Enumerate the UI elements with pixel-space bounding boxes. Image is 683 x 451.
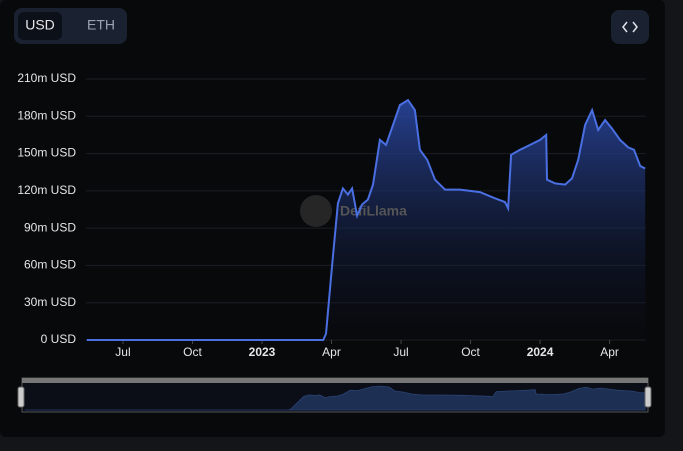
x-tick-label: 2024	[527, 345, 554, 359]
area-fill	[86, 100, 646, 340]
navigator-handle-bar[interactable]	[22, 378, 648, 383]
toggle-usd[interactable]: USD	[25, 17, 55, 33]
y-tick-label: 120m USD	[17, 183, 76, 197]
x-tick-label: Oct	[461, 345, 480, 359]
line	[86, 98, 646, 341]
watermark: DefiLlama	[340, 203, 407, 219]
y-tick-label: 60m USD	[24, 258, 76, 272]
toggle-eth[interactable]: ETH	[87, 17, 115, 33]
x-tick-label: Jul	[393, 345, 408, 359]
y-tick-label: 0 USD	[41, 332, 77, 346]
x-tick-label: Oct	[183, 345, 202, 359]
navigator-area	[24, 385, 646, 411]
x-tick-label: Apr	[322, 345, 341, 359]
y-tick-label: 150m USD	[17, 146, 76, 160]
x-tick-label: Jul	[115, 345, 130, 359]
y-tick-label: 210m USD	[17, 71, 76, 85]
x-tick-label: Apr	[600, 345, 619, 359]
watermark-logo	[300, 195, 332, 227]
navigator-handle[interactable]	[17, 386, 25, 408]
navigator-handle[interactable]	[644, 386, 652, 408]
embed-button[interactable]	[611, 10, 649, 44]
x-tick-label: 2023	[249, 345, 276, 359]
y-tick-label: 180m USD	[17, 108, 76, 122]
embed-icon	[632, 21, 638, 33]
embed-icon	[622, 21, 628, 33]
toggle-selected	[18, 12, 62, 40]
y-tick-label: 90m USD	[24, 220, 76, 234]
y-tick-label: 30m USD	[24, 295, 76, 309]
